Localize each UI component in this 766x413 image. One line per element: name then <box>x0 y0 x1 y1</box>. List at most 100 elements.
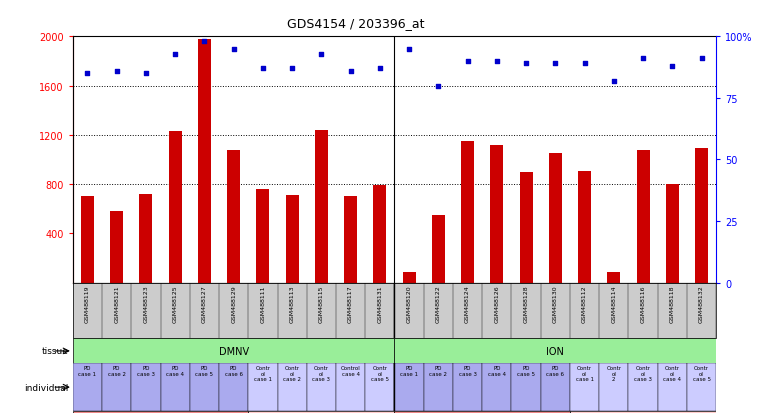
Text: Contr
ol
case 3: Contr ol case 3 <box>313 365 330 382</box>
Bar <box>257 190 270 283</box>
Point <box>520 61 532 67</box>
Bar <box>306 363 336 411</box>
Bar <box>169 132 182 283</box>
Bar <box>607 272 620 283</box>
Text: PD
case 4: PD case 4 <box>166 365 184 376</box>
Text: individual: individual <box>25 383 69 392</box>
Text: Contr
ol
case 5: Contr ol case 5 <box>692 365 711 382</box>
Bar <box>666 185 679 283</box>
Text: GSM488129: GSM488129 <box>231 285 236 322</box>
Bar <box>315 131 328 283</box>
Text: Contr
ol
2: Contr ol 2 <box>607 365 621 382</box>
Point <box>110 68 123 75</box>
Bar <box>394 363 424 411</box>
Bar <box>365 363 394 411</box>
Text: GSM488111: GSM488111 <box>260 285 265 322</box>
Bar <box>432 215 445 283</box>
Bar <box>73 363 102 411</box>
Text: GSM488119: GSM488119 <box>85 285 90 322</box>
Bar <box>453 363 483 411</box>
Text: GSM488116: GSM488116 <box>640 285 646 322</box>
Bar <box>248 363 277 411</box>
Bar <box>424 363 453 411</box>
Point <box>374 66 386 72</box>
Text: Control
case 4: Control case 4 <box>341 365 361 376</box>
Bar <box>578 171 591 283</box>
Bar <box>658 363 687 411</box>
Bar <box>73 339 394 363</box>
Bar <box>403 272 416 283</box>
Text: GSM488121: GSM488121 <box>114 285 119 322</box>
Text: PD
case 1: PD case 1 <box>78 365 97 376</box>
Text: GSM488127: GSM488127 <box>202 285 207 322</box>
Text: GSM488113: GSM488113 <box>290 285 295 322</box>
Text: GSM488125: GSM488125 <box>172 285 178 322</box>
Point <box>345 68 357 75</box>
Text: GSM488128: GSM488128 <box>524 285 529 322</box>
Text: Contr
ol
case 5: Contr ol case 5 <box>371 365 389 382</box>
Bar <box>461 142 474 283</box>
Point <box>198 39 211 45</box>
Text: GSM488112: GSM488112 <box>582 285 587 322</box>
Point <box>228 46 240 53</box>
Bar <box>512 363 541 411</box>
Bar <box>286 196 299 283</box>
Text: GSM488130: GSM488130 <box>553 285 558 322</box>
Bar <box>637 150 650 283</box>
Bar <box>570 363 599 411</box>
Text: Contr
ol
case 3: Contr ol case 3 <box>634 365 652 382</box>
Bar <box>344 197 357 283</box>
Text: PD
case 1: PD case 1 <box>400 365 418 376</box>
Bar <box>248 411 394 413</box>
Bar <box>190 363 219 411</box>
Text: GSM488114: GSM488114 <box>611 285 617 322</box>
Text: Contr
ol
case 1: Contr ol case 1 <box>254 365 272 382</box>
Point <box>578 61 591 67</box>
Bar <box>541 363 570 411</box>
Bar <box>695 149 709 283</box>
Text: GSM488117: GSM488117 <box>348 285 353 322</box>
Text: Contr
ol
case 2: Contr ol case 2 <box>283 365 301 382</box>
Bar <box>131 363 161 411</box>
Bar <box>102 363 131 411</box>
Bar <box>198 40 211 283</box>
Text: GSM488123: GSM488123 <box>143 285 149 322</box>
Point <box>139 71 152 77</box>
Bar <box>227 150 241 283</box>
Text: PD
case 2: PD case 2 <box>430 365 447 376</box>
Bar <box>394 339 716 363</box>
Text: GDS4154 / 203396_at: GDS4154 / 203396_at <box>287 17 425 29</box>
Bar <box>394 411 570 413</box>
Text: PD
case 6: PD case 6 <box>224 365 243 376</box>
Bar <box>548 154 562 283</box>
Point <box>491 58 503 65</box>
Point <box>403 46 415 53</box>
Text: ION: ION <box>546 346 565 356</box>
Text: PD
case 5: PD case 5 <box>517 365 535 376</box>
Bar <box>599 363 628 411</box>
Text: PD
case 6: PD case 6 <box>546 365 565 376</box>
Bar <box>336 363 365 411</box>
Bar <box>110 211 123 283</box>
Bar <box>161 363 190 411</box>
Bar <box>73 411 248 413</box>
Bar <box>139 195 152 283</box>
Text: Contr
ol
case 4: Contr ol case 4 <box>663 365 681 382</box>
Point <box>432 83 444 90</box>
Bar <box>219 363 248 411</box>
Text: GSM488118: GSM488118 <box>669 285 675 322</box>
Bar <box>81 197 94 283</box>
Point <box>637 56 650 63</box>
Bar <box>277 363 306 411</box>
Text: PD
case 2: PD case 2 <box>108 365 126 376</box>
Text: GSM488131: GSM488131 <box>378 285 382 322</box>
Text: PD
case 5: PD case 5 <box>195 365 214 376</box>
Text: Contr
ol
case 1: Contr ol case 1 <box>575 365 594 382</box>
Point <box>81 71 93 77</box>
Text: GSM488126: GSM488126 <box>494 285 499 322</box>
Text: GSM488120: GSM488120 <box>407 285 411 322</box>
Point <box>461 58 473 65</box>
Point <box>696 56 708 63</box>
Text: tissue: tissue <box>42 347 69 356</box>
Text: PD
case 4: PD case 4 <box>488 365 506 376</box>
